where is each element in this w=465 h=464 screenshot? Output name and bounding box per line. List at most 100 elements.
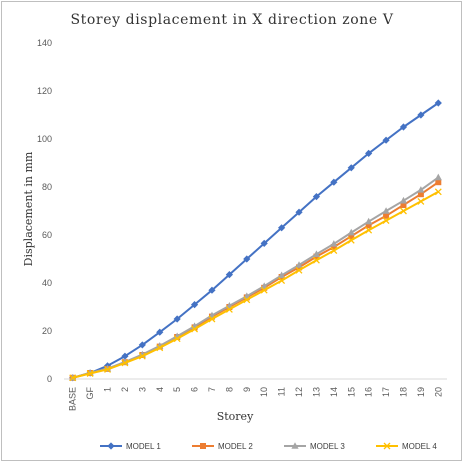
data-point (330, 247, 338, 255)
data-point (365, 222, 372, 229)
data-point (400, 202, 407, 208)
legend-marker (107, 442, 115, 450)
legend-item: MODEL 3 (284, 442, 345, 451)
data-point (295, 266, 303, 274)
data-point (225, 271, 233, 279)
data-point (86, 370, 94, 377)
series-model-3 (69, 173, 442, 381)
data-point (278, 277, 286, 285)
series-model-4 (69, 188, 442, 382)
data-point (347, 236, 355, 244)
y-tick-label: 80 (42, 182, 52, 192)
series-line (72, 190, 439, 379)
data-point (399, 123, 408, 131)
legend-label: MODEL 2 (218, 442, 253, 451)
x-tick-label: 5 (172, 387, 182, 392)
data-point (295, 208, 303, 216)
data-point (312, 250, 321, 257)
y-tick-label: 20 (42, 326, 52, 336)
data-point (104, 365, 111, 373)
data-point (121, 352, 129, 360)
data-point (330, 178, 338, 186)
x-tick-label: 10 (259, 387, 269, 397)
series-layer (69, 99, 442, 382)
x-tick-label: 7 (207, 387, 217, 392)
series-line (72, 102, 439, 379)
data-point (417, 191, 424, 198)
legend-item: MODEL 2 (192, 442, 253, 451)
data-point (173, 315, 181, 323)
x-tick-label: 17 (381, 387, 391, 397)
legend-marker (291, 442, 299, 449)
data-point (330, 244, 337, 250)
data-point (417, 197, 425, 205)
data-point (348, 233, 355, 240)
data-point (382, 217, 390, 225)
data-point (417, 186, 425, 193)
data-point (382, 207, 390, 214)
data-point (260, 282, 268, 289)
x-tick-label: 3 (137, 387, 147, 392)
data-point (365, 217, 373, 225)
data-point (243, 255, 251, 263)
x-tick-label: 12 (294, 387, 304, 397)
x-tick-label: 6 (190, 387, 200, 392)
data-point (383, 212, 390, 219)
data-point (295, 261, 303, 268)
data-point (365, 226, 373, 234)
data-point (435, 179, 442, 186)
y-tick-label: 60 (42, 230, 52, 240)
data-point (208, 315, 216, 323)
data-point (399, 196, 408, 204)
data-point (434, 99, 442, 107)
x-tick-label: 14 (329, 387, 339, 397)
data-point (434, 188, 442, 196)
x-tick-label: 9 (242, 387, 252, 392)
data-point (347, 228, 355, 236)
y-tick-label: 120 (37, 86, 52, 96)
y-tick-label: 40 (42, 278, 52, 288)
data-point (69, 374, 77, 382)
data-point (173, 335, 181, 343)
x-tick-label: GF (85, 386, 95, 399)
legend-item: MODEL 1 (100, 442, 161, 451)
data-point (156, 328, 164, 336)
y-axis-label: Displacement in mm (22, 151, 35, 266)
data-point (312, 256, 320, 264)
series-model-1 (69, 99, 442, 382)
data-point (434, 173, 442, 181)
x-tick-label: 13 (311, 387, 321, 397)
x-tick-label: 2 (120, 387, 130, 392)
x-tick-label: 1 (103, 387, 113, 392)
legend-item: MODEL 4 (376, 442, 437, 451)
x-tick-label: 19 (416, 387, 426, 397)
data-point (382, 136, 390, 144)
series-line (72, 176, 439, 379)
x-tick-label: 8 (224, 387, 234, 392)
data-point (400, 207, 407, 215)
data-point (347, 164, 355, 172)
x-tick-label: 4 (155, 387, 165, 392)
chart-title: Storey displacement in X direction zone … (70, 12, 393, 28)
legend-marker (383, 442, 391, 450)
x-axis-label: Storey (217, 410, 254, 423)
x-tick-label: 18 (398, 387, 408, 397)
data-point (138, 341, 146, 349)
x-tick-label: 16 (364, 387, 374, 397)
x-tick-label: 20 (433, 387, 443, 397)
data-point (417, 111, 425, 119)
legend-label: MODEL 1 (126, 442, 161, 451)
y-tick-label: 0 (47, 374, 52, 384)
data-point (191, 325, 199, 333)
x-axis-ticks: BASE GF 1 2 3 4 5 6 7 8 9 10 11 12 13 14 15 16 17 18 19 20 (68, 386, 444, 411)
data-point (312, 193, 321, 201)
data-point (121, 359, 129, 367)
data-point (156, 344, 164, 352)
data-point (278, 224, 286, 232)
data-point (208, 286, 216, 294)
y-tick-label: 100 (37, 134, 52, 144)
legend: MODEL 1 MODEL 2 MODEL 3 MODEL 4 (100, 442, 437, 451)
x-tick-label: 15 (346, 387, 356, 397)
x-tick-label: 11 (277, 387, 287, 396)
